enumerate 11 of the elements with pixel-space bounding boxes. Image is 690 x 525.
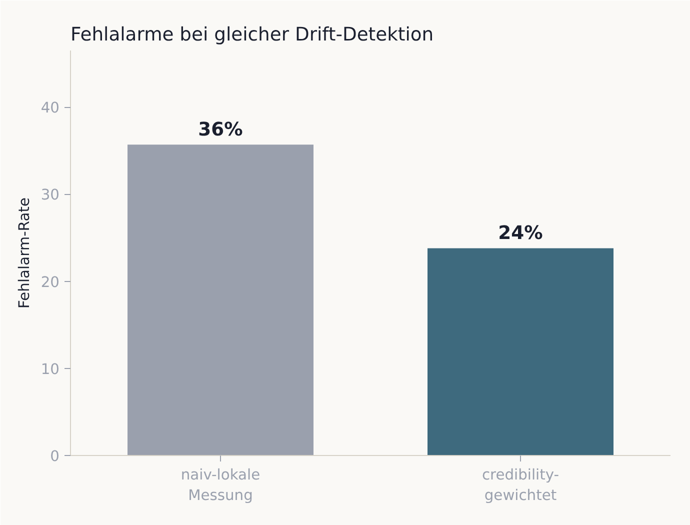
y-axis-title: Fehlalarm-Rate — [16, 198, 33, 308]
data-label: 24% — [498, 223, 544, 244]
y-tick-label: 30 — [40, 186, 60, 204]
y-tick-label: 20 — [40, 274, 60, 291]
y-tick-label: 40 — [40, 100, 60, 117]
y-tick-label: 10 — [40, 360, 60, 378]
y-tick-label: 0 — [50, 448, 60, 465]
chart-title: Fehlalarme bei gleicher Drift-Detektion — [70, 24, 434, 46]
x-tick-label: naiv-lokale Messung — [180, 466, 260, 504]
x-tick-label: credibility- gewichtet — [482, 466, 560, 504]
data-label: 36% — [198, 120, 244, 141]
